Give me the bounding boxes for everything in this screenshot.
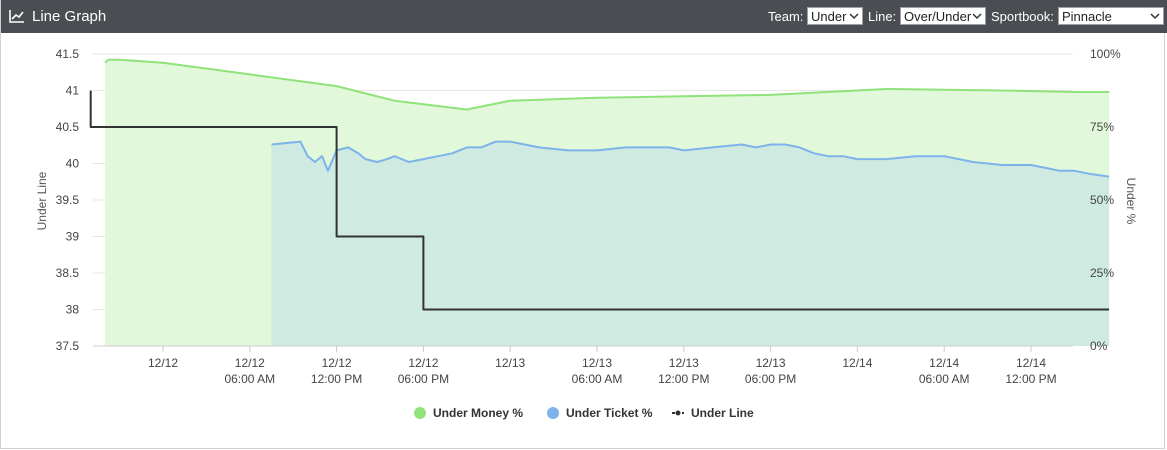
line-chart-icon xyxy=(9,10,24,23)
chart-legend: Under Money % Under Ticket % Under Line xyxy=(414,406,754,420)
line-label: Line: xyxy=(868,9,897,24)
x-tick-label: 12/12 xyxy=(148,356,178,370)
series-lines xyxy=(89,58,1110,311)
panel-header: Line Graph Team: Under Line: Over/Under … xyxy=(1,0,1167,33)
legend-marker xyxy=(414,407,426,419)
line-select[interactable]: Over/Under xyxy=(900,7,986,25)
line-chart: 37.5 38 38.5 39 39.5 40 40.5 41 41.5 0% 25% 50% 75%… xyxy=(35,47,1138,420)
x-tick-label: 12/13 xyxy=(582,356,612,370)
team-select[interactable]: Under xyxy=(807,7,863,25)
y-right-tick-label: 50% xyxy=(1090,193,1114,207)
y-right-tick-label: 100% xyxy=(1090,47,1121,61)
x-tick-label: 12/13 xyxy=(756,356,786,370)
sportbook-select-value: Pinnacle xyxy=(1062,9,1112,24)
y-right-tick-label: 0% xyxy=(1090,339,1108,353)
y-left-tick-label: 40.5 xyxy=(56,120,80,134)
y-right-axis: 0% 25% 50% 75% 100% xyxy=(1090,47,1121,353)
y-left-tick-label: 40 xyxy=(66,157,80,171)
y-left-tick-label: 38.5 xyxy=(56,266,80,280)
x-tick-label: 12/12 xyxy=(408,356,438,370)
series-area xyxy=(271,141,1110,346)
sportbook-label: Sportbook: xyxy=(991,9,1054,24)
x-tick-label: 12/14 xyxy=(1016,356,1046,370)
y-left-tick-label: 41.5 xyxy=(56,47,80,61)
x-tick-label: 12/14 xyxy=(929,356,959,370)
legend-label: Under Ticket % xyxy=(566,406,653,420)
y-left-axis-label: Under Line xyxy=(35,171,49,230)
x-tick-label: 12/13 xyxy=(495,356,525,370)
y-left-tick-label: 39.5 xyxy=(56,193,80,207)
team-select-value: Under xyxy=(811,9,847,24)
chevron-down-icon xyxy=(1150,13,1160,20)
sportbook-select[interactable]: Pinnacle xyxy=(1058,7,1164,25)
y-right-axis-label: Under % xyxy=(1124,178,1138,225)
y-right-tick-label: 25% xyxy=(1090,266,1114,280)
x-tick-label: 12:00 PM xyxy=(1005,372,1056,386)
series-line xyxy=(271,140,1110,178)
x-tick-label: 12:00 PM xyxy=(311,372,362,386)
y-left-tick-label: 41 xyxy=(66,84,80,98)
x-tick-label: 12/14 xyxy=(842,356,872,370)
y-left-tick-label: 39 xyxy=(66,230,80,244)
x-tick-label: 06:00 AM xyxy=(919,372,970,386)
x-tick-label: 12:00 PM xyxy=(658,372,709,386)
legend-marker xyxy=(675,410,681,416)
y-left-tick-label: 38 xyxy=(66,303,80,317)
x-tick-label: 06:00 AM xyxy=(572,372,623,386)
team-label: Team: xyxy=(768,9,804,24)
x-tick-label: 06:00 PM xyxy=(398,372,449,386)
y-left-tick-label: 37.5 xyxy=(56,339,80,353)
panel-title: Line Graph xyxy=(32,8,107,25)
legend-marker xyxy=(547,407,559,419)
line-select-value: Over/Under xyxy=(904,9,972,24)
series-line xyxy=(104,58,1110,111)
y-right-tick-label: 75% xyxy=(1090,120,1114,134)
series-line xyxy=(89,90,1110,311)
x-tick-label: 12/13 xyxy=(669,356,699,370)
series-fills xyxy=(105,59,1110,347)
legend-label: Under Line xyxy=(691,406,754,420)
y-left-axis: 37.5 38 38.5 39 39.5 40 40.5 41 41.5 xyxy=(56,47,80,353)
x-tick-label: 12/12 xyxy=(235,356,265,370)
chevron-down-icon xyxy=(972,13,982,20)
chevron-down-icon xyxy=(849,13,859,20)
legend-label: Under Money % xyxy=(433,406,523,420)
x-axis: 12/12 12/12 06:00 AM 12/12 12:00 PM 12/12 06:0… xyxy=(93,345,1073,386)
x-tick-label: 06:00 PM xyxy=(745,372,796,386)
x-tick-label: 12/12 xyxy=(322,356,352,370)
x-tick-label: 06:00 AM xyxy=(224,372,275,386)
